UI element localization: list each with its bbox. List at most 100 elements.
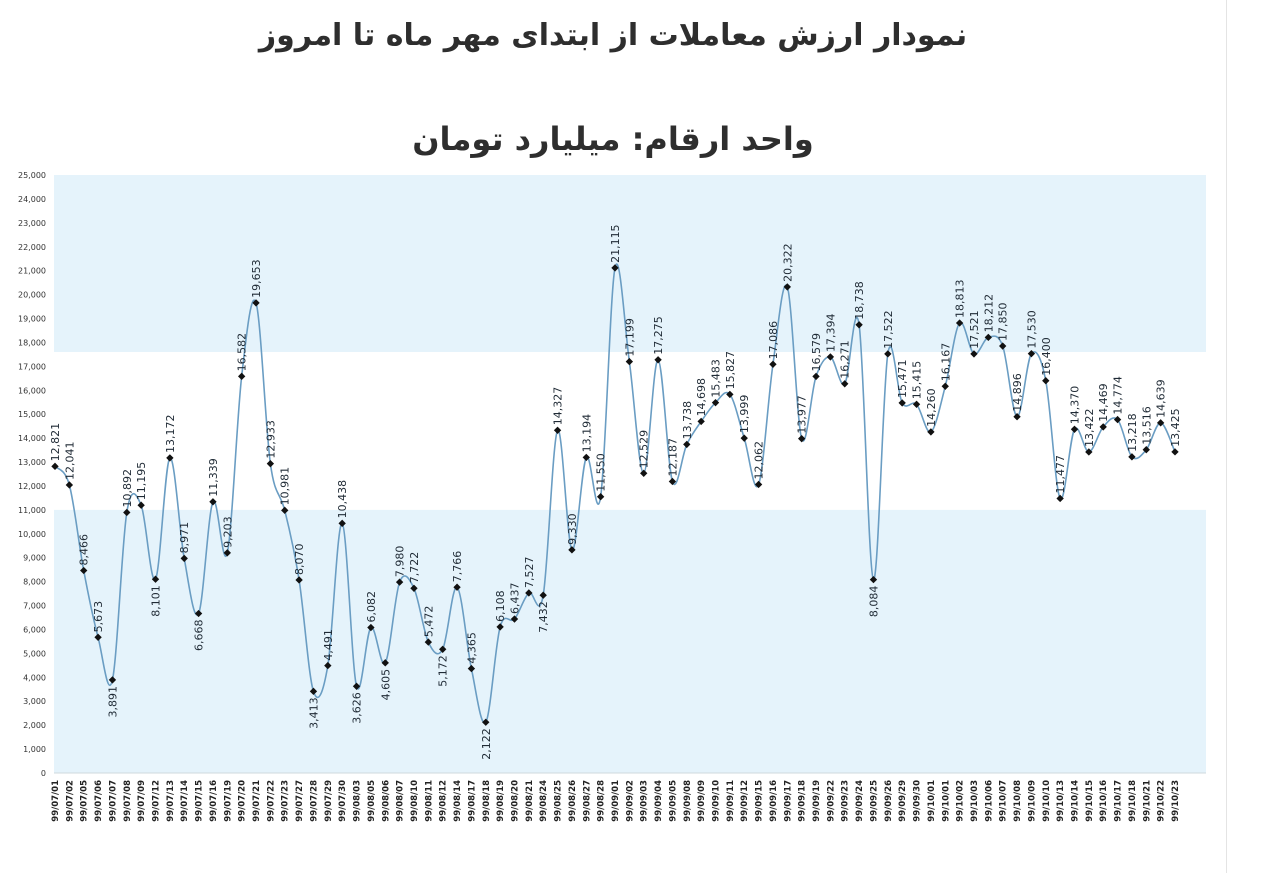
data-label: 8,070 bbox=[293, 543, 306, 575]
data-label: 6,108 bbox=[494, 590, 507, 621]
data-point bbox=[51, 462, 59, 470]
data-point bbox=[740, 434, 748, 442]
y-tick-label: 9,000 bbox=[23, 554, 46, 563]
data-label: 3,413 bbox=[307, 697, 320, 729]
x-tick-label: 99/09/22 bbox=[826, 780, 836, 822]
data-label: 13,194 bbox=[580, 414, 593, 453]
data-point bbox=[783, 283, 791, 291]
x-tick-label: 99/09/24 bbox=[855, 780, 865, 822]
data-point bbox=[482, 718, 490, 726]
x-tick-label: 99/08/07 bbox=[396, 780, 406, 822]
x-tick-label: 99/09/04 bbox=[654, 780, 664, 822]
data-label: 16,400 bbox=[1040, 337, 1053, 376]
data-point bbox=[754, 480, 763, 489]
y-tick-label: 22,000 bbox=[18, 243, 46, 252]
data-point bbox=[539, 591, 547, 599]
chart-title: نمودار ارزش معاملات از ابتدای مهر ماه تا… bbox=[258, 18, 968, 53]
y-tick-label: 19,000 bbox=[18, 315, 46, 324]
data-point bbox=[281, 506, 289, 515]
data-label: 17,275 bbox=[652, 316, 665, 355]
data-label: 13,172 bbox=[164, 414, 177, 453]
data-label: 11,339 bbox=[207, 458, 220, 497]
data-label: 4,365 bbox=[465, 632, 478, 664]
data-label: 20,322 bbox=[781, 243, 794, 282]
x-tick-label: 99/09/10 bbox=[712, 780, 722, 822]
data-label: 15,415 bbox=[911, 361, 924, 400]
x-tick-label: 99/09/09 bbox=[697, 780, 707, 822]
data-point bbox=[726, 390, 734, 399]
data-point bbox=[568, 546, 576, 554]
data-label: 11,195 bbox=[135, 462, 148, 501]
x-tick-label: 99/09/18 bbox=[798, 780, 808, 822]
data-label: 8,466 bbox=[78, 534, 91, 566]
x-tick-label: 99/07/16 bbox=[209, 780, 219, 822]
x-tick-label: 99/07/06 bbox=[94, 780, 104, 822]
y-tick-label: 21,000 bbox=[18, 267, 46, 276]
y-tick-label: 8,000 bbox=[23, 578, 46, 587]
data-point bbox=[611, 264, 619, 272]
data-label: 13,999 bbox=[738, 395, 751, 434]
data-label: 18,813 bbox=[954, 279, 967, 318]
y-tick-label: 3,000 bbox=[23, 697, 46, 706]
data-point bbox=[1042, 377, 1050, 385]
data-label: 15,483 bbox=[710, 359, 723, 398]
y-tick-label: 23,000 bbox=[18, 219, 46, 228]
x-tick-label: 99/08/06 bbox=[381, 780, 391, 822]
data-label: 6,082 bbox=[365, 591, 378, 623]
data-label: 13,977 bbox=[796, 395, 809, 434]
data-point bbox=[826, 353, 835, 361]
data-label: 17,521 bbox=[968, 310, 981, 349]
x-tick-label: 99/09/25 bbox=[869, 780, 879, 822]
y-tick-label: 0 bbox=[41, 769, 46, 778]
x-tick-label: 99/10/01 bbox=[941, 780, 951, 822]
x-tick-label: 99/09/23 bbox=[841, 780, 851, 822]
data-label: 12,933 bbox=[264, 420, 277, 459]
data-point bbox=[1013, 413, 1021, 421]
x-tick-label: 99/08/05 bbox=[367, 780, 377, 822]
data-point bbox=[884, 350, 892, 358]
data-label: 14,896 bbox=[1011, 373, 1024, 412]
x-tick-label: 99/07/20 bbox=[238, 780, 248, 822]
data-point bbox=[841, 380, 849, 388]
data-point bbox=[553, 426, 562, 434]
data-label: 8,971 bbox=[178, 522, 191, 554]
data-label: 15,827 bbox=[724, 351, 737, 390]
data-label: 14,639 bbox=[1155, 379, 1168, 418]
data-point bbox=[367, 623, 375, 632]
data-point bbox=[1085, 448, 1093, 456]
data-label: 2,122 bbox=[480, 728, 493, 760]
data-label: 12,062 bbox=[753, 441, 766, 480]
data-point bbox=[496, 623, 504, 631]
data-label: 12,041 bbox=[63, 441, 76, 480]
x-tick-label: 99/08/28 bbox=[597, 780, 607, 822]
shaded-band-0 bbox=[54, 509, 1206, 773]
x-tick-label: 99/08/03 bbox=[353, 780, 363, 822]
data-point bbox=[309, 687, 318, 696]
x-tick-label: 99/10/14 bbox=[1070, 780, 1080, 822]
data-label: 14,260 bbox=[925, 388, 938, 427]
data-label: 12,187 bbox=[666, 438, 679, 477]
x-tick-label: 99/10/21 bbox=[1142, 780, 1152, 822]
y-tick-label: 18,000 bbox=[18, 338, 46, 347]
data-point bbox=[439, 645, 447, 653]
x-tick-label: 99/10/17 bbox=[1114, 780, 1124, 822]
y-tick-label: 2,000 bbox=[23, 721, 46, 730]
data-point bbox=[1113, 415, 1122, 424]
x-tick-label: 99/09/03 bbox=[640, 780, 650, 822]
y-tick-label: 25,000 bbox=[18, 171, 46, 180]
data-label: 5,172 bbox=[437, 655, 450, 687]
data-label: 17,394 bbox=[824, 313, 837, 352]
data-point bbox=[711, 398, 720, 407]
data-point bbox=[654, 356, 662, 364]
data-point bbox=[769, 360, 777, 368]
y-tick-label: 14,000 bbox=[18, 434, 46, 443]
data-label: 13,218 bbox=[1126, 413, 1139, 452]
y-tick-label: 6,000 bbox=[23, 625, 46, 634]
data-label: 12,821 bbox=[49, 423, 62, 462]
x-tick-label: 99/09/08 bbox=[683, 780, 693, 822]
data-point bbox=[352, 682, 361, 690]
data-point bbox=[194, 609, 203, 618]
x-tick-label: 99/07/27 bbox=[295, 780, 305, 822]
x-tick-label: 99/09/26 bbox=[884, 780, 894, 822]
data-label: 16,167 bbox=[939, 343, 952, 382]
